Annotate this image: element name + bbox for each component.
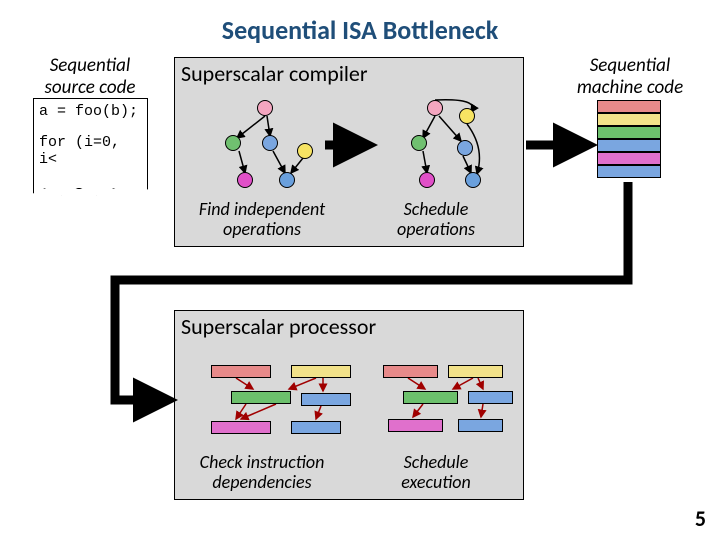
machine-code-bar bbox=[597, 165, 661, 178]
slide-number: 5 bbox=[695, 505, 706, 532]
compiler-left-graph bbox=[185, 88, 345, 198]
graph-node bbox=[297, 143, 313, 159]
machine-code-bar bbox=[597, 152, 661, 165]
graph-node bbox=[411, 135, 427, 151]
compiler-right-edges bbox=[375, 88, 525, 198]
machine-code-bar bbox=[597, 113, 661, 126]
instr-bar bbox=[211, 365, 271, 378]
compiler-right-graph bbox=[375, 88, 525, 198]
compiler-left-caption: Find independentoperations bbox=[175, 200, 349, 240]
processor-title: Superscalar processor bbox=[175, 311, 523, 342]
processor-right-caption: Scheduleexecution bbox=[349, 453, 523, 493]
source-code-caption-text: Sequentialsource code bbox=[45, 54, 136, 99]
graph-node bbox=[427, 100, 443, 116]
processor-left-caption: Check instructiondependencies bbox=[175, 453, 349, 493]
machine-code-bar bbox=[597, 139, 661, 152]
graph-node bbox=[419, 172, 435, 188]
graph-node bbox=[257, 100, 273, 116]
processor-right-graph bbox=[363, 341, 523, 451]
source-code-box: a = foo(b); for (i=0, i< bbox=[33, 98, 148, 189]
instr-bar bbox=[458, 419, 503, 432]
slide-title: Sequential ISA Bottleneck bbox=[0, 14, 720, 46]
graph-node bbox=[237, 172, 253, 188]
compiler-title: Superscalar compiler bbox=[175, 58, 523, 89]
processor-left-graph bbox=[181, 341, 361, 451]
machine-code-stack bbox=[597, 100, 661, 178]
instr-bar bbox=[403, 391, 458, 404]
graph-node bbox=[465, 172, 481, 188]
processor-panel: Superscalar processor Check instructiond… bbox=[174, 310, 524, 500]
instr-bar bbox=[231, 391, 291, 404]
code-line: a = foo(b); bbox=[39, 103, 142, 120]
machine-code-bar bbox=[597, 126, 661, 139]
instr-bar bbox=[211, 421, 271, 434]
graph-node bbox=[225, 135, 241, 151]
code-line: for (i=0, i< bbox=[39, 134, 142, 168]
machine-code-bar bbox=[597, 100, 661, 113]
graph-node bbox=[279, 172, 295, 188]
instr-bar bbox=[468, 391, 513, 404]
machine-code-caption: Sequentialmachine code bbox=[560, 55, 700, 99]
instr-bar bbox=[448, 365, 503, 378]
instr-bar bbox=[383, 365, 438, 378]
graph-node bbox=[457, 140, 473, 156]
instr-bar bbox=[291, 421, 341, 434]
instr-bar bbox=[291, 365, 351, 378]
graph-node bbox=[459, 108, 475, 124]
source-code-caption: Sequentialsource code bbox=[30, 55, 150, 99]
code-line bbox=[39, 120, 142, 134]
graph-node bbox=[262, 135, 278, 151]
instr-bar bbox=[388, 419, 443, 432]
instr-bar bbox=[301, 393, 351, 406]
compiler-panel: Superscalar compiler Find independentope… bbox=[174, 57, 524, 247]
machine-code-caption-text: Sequentialmachine code bbox=[577, 54, 683, 99]
compiler-right-caption: Scheduleoperations bbox=[349, 200, 523, 240]
